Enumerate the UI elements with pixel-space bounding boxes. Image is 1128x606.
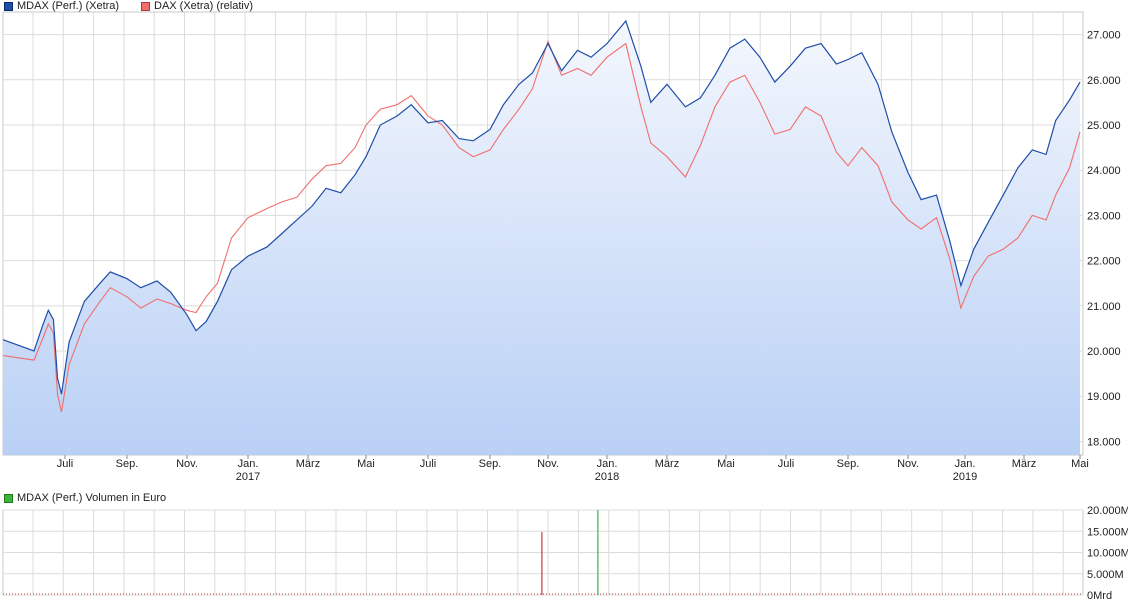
mdax-area — [3, 21, 1080, 455]
series1-swatch — [4, 1, 13, 11]
y-tick-label: 25.000 — [1087, 120, 1121, 132]
x-tick-label: Juli — [778, 458, 795, 470]
vol-y-tick-label: 20.000M — [1087, 505, 1128, 517]
y-tick-label: 18.000 — [1087, 436, 1121, 448]
x-tick-label: Sep. — [116, 458, 139, 470]
y-tick-label: 22.000 — [1087, 256, 1121, 268]
x-tick-label: Jan. — [955, 458, 976, 470]
vol-y-tick-label: 10.000M — [1087, 548, 1128, 560]
main-axes: 18.000 19.000 20.000 21.000 22.000 23.000 24.0… — [57, 30, 1121, 483]
x-year-label: 2018 — [595, 471, 619, 483]
x-tick-label: Mai — [1071, 458, 1089, 470]
vol-y-tick-label: 0Mrd — [1087, 590, 1112, 602]
y-tick-label: 19.000 — [1087, 391, 1121, 403]
y-tick-label: 26.000 — [1087, 75, 1121, 87]
mdax-line — [2, 19, 1081, 395]
legend-series1-label: MDAX (Perf.) (Xetra) — [17, 0, 120, 12]
x-tick-label: Nov. — [176, 458, 198, 470]
y-tick-label: 23.000 — [1087, 210, 1121, 222]
vol-y-tick-label: 5.000M — [1087, 569, 1124, 581]
x-tick-label: Mai — [717, 458, 735, 470]
volume-axes: 0Mrd 5.000M 10.000M 15.000M 20.000M — [1087, 505, 1128, 602]
x-tick-label: Juli — [57, 458, 74, 470]
volume-bars — [541, 510, 599, 595]
y-tick-label: 24.000 — [1087, 165, 1121, 177]
x-tick-label: März — [655, 458, 679, 470]
x-year-label: 2019 — [953, 471, 977, 483]
volume-swatch — [4, 493, 13, 503]
y-tick-label: 27.000 — [1087, 30, 1121, 42]
x-tick-label: März — [1012, 458, 1036, 470]
x-tick-label: Juli — [420, 458, 437, 470]
legend-volume-label: MDAX (Perf.) Volumen in Euro — [17, 492, 167, 504]
x-year-label: 2017 — [236, 471, 260, 483]
y-tick-label: 20.000 — [1087, 346, 1121, 358]
x-tick-label: Nov. — [537, 458, 559, 470]
y-tick-label: 21.000 — [1087, 301, 1121, 313]
series2-swatch — [141, 1, 150, 11]
x-tick-label: Jan. — [597, 458, 618, 470]
dax-line — [2, 39, 1081, 413]
x-tick-label: März — [296, 458, 320, 470]
x-tick-label: Sep. — [837, 458, 860, 470]
legend-volume: MDAX (Perf.) Volumen in Euro — [4, 492, 166, 504]
volume-grid — [2, 509, 1084, 596]
x-tick-label: Mai — [357, 458, 375, 470]
x-tick-label: Nov. — [897, 458, 919, 470]
legend-series2: DAX (Xetra) (relativ) — [141, 0, 253, 12]
legend-series1: MDAX (Perf.) (Xetra) — [4, 0, 119, 12]
legend-series2-label: DAX (Xetra) (relativ) — [154, 0, 254, 12]
vol-y-tick-label: 15.000M — [1087, 526, 1128, 538]
x-tick-label: Sep. — [479, 458, 502, 470]
x-tick-label: Jan. — [238, 458, 259, 470]
main-series — [2, 19, 1081, 455]
